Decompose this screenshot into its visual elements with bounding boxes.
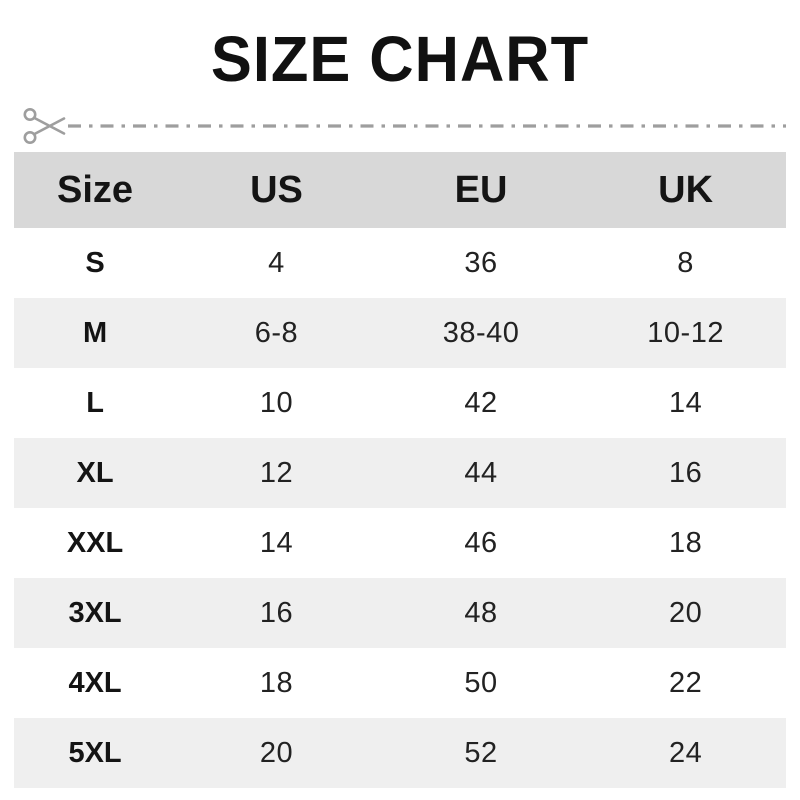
table-row: 3XL 16 48 20: [14, 578, 786, 648]
size-label: L: [86, 386, 104, 419]
size-label: 3XL: [68, 596, 122, 629]
size-label: M: [82, 316, 108, 349]
eu-value: 38-40: [442, 316, 520, 349]
us-value: 14: [259, 526, 294, 559]
eu-value: 44: [464, 456, 498, 489]
uk-value: 10-12: [647, 316, 724, 349]
uk-value: 14: [668, 386, 703, 419]
column-header-eu: EU: [454, 168, 508, 211]
table-row: XL 12 44 16: [14, 438, 786, 508]
eu-value: 52: [464, 736, 498, 769]
uk-value: 16: [668, 456, 703, 489]
table-header-row: Size US EU UK: [14, 152, 786, 228]
dashed-cut-line: [68, 124, 786, 128]
uk-value: 18: [668, 526, 703, 559]
us-value: 4: [268, 246, 285, 279]
us-value: 18: [259, 666, 294, 699]
eu-value: 36: [464, 246, 498, 279]
scissors-icon: [22, 105, 68, 147]
us-value: 10: [259, 386, 294, 419]
size-label: 5XL: [68, 736, 122, 769]
column-header-us: US: [250, 168, 303, 211]
eu-value: 48: [464, 596, 498, 629]
eu-value: 46: [464, 526, 498, 559]
eu-value: 42: [464, 386, 498, 419]
uk-value: 24: [668, 736, 703, 769]
column-header-size: Size: [57, 168, 134, 211]
size-label: S: [85, 246, 105, 279]
table-row: XXL 14 46 18: [14, 508, 786, 578]
us-value: 6-8: [254, 316, 299, 349]
uk-value: 8: [677, 246, 694, 279]
table-row: M 6-8 38-40 10-12: [14, 298, 786, 368]
cut-line: [0, 104, 800, 148]
table-row: 4XL 18 50 22: [14, 648, 786, 718]
table-row: L 10 42 14: [14, 368, 786, 438]
eu-value: 50: [464, 666, 498, 699]
page-title: SIZE CHART: [210, 23, 590, 95]
us-value: 20: [259, 736, 294, 769]
size-label: XL: [76, 456, 114, 489]
table-row: S 4 36 8: [14, 228, 786, 298]
size-chart-table: Size US EU UK S 4 36 8 M 6-8 38-40 10-12…: [14, 152, 786, 788]
size-label: XXL: [66, 526, 124, 559]
us-value: 12: [259, 456, 294, 489]
size-label: 4XL: [68, 666, 122, 699]
column-header-uk: UK: [658, 168, 714, 211]
uk-value: 22: [668, 666, 703, 699]
table-row: 5XL 20 52 24: [14, 718, 786, 788]
uk-value: 20: [668, 596, 703, 629]
us-value: 16: [259, 596, 294, 629]
